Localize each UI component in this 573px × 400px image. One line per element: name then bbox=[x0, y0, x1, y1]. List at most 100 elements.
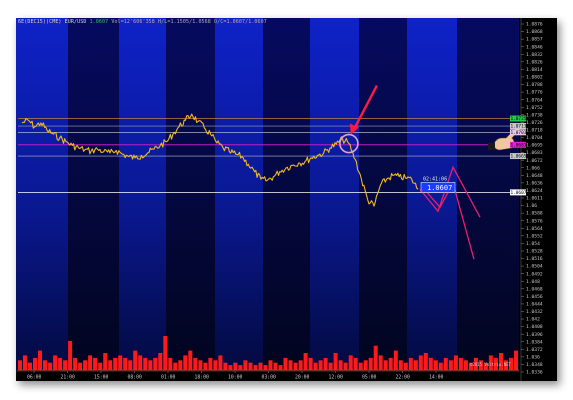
y-tick-label: 1.0764 bbox=[526, 97, 543, 103]
y-tick-label: 1.0516 bbox=[526, 256, 543, 262]
y-tick-label: 1.0846 bbox=[526, 44, 543, 50]
session-band bbox=[166, 18, 215, 370]
volume-bar bbox=[283, 357, 288, 370]
volume-bar bbox=[499, 353, 503, 370]
volume-bar bbox=[53, 355, 58, 370]
volume-bar bbox=[213, 360, 218, 370]
price-chart: 02:41:061.0607©2015 Voltrix.NET 1.08761.… bbox=[16, 18, 557, 381]
volume-bar bbox=[143, 357, 148, 370]
volume-bar bbox=[358, 362, 363, 370]
volume-bar bbox=[233, 362, 238, 370]
y-tick-label: 1.0826 bbox=[526, 59, 543, 65]
y-tick-label: 1.0704 bbox=[526, 135, 543, 141]
projection-zigzag-icon bbox=[425, 181, 475, 260]
y-tick-label: 1.0611 bbox=[526, 196, 543, 202]
volume-bar bbox=[468, 362, 473, 370]
volume-bar bbox=[443, 357, 448, 370]
y-tick-label: 1.0348 bbox=[526, 362, 543, 368]
y-tick-label: 1.0726 bbox=[526, 120, 543, 126]
volume-bar bbox=[363, 360, 368, 370]
volume-bar bbox=[23, 355, 27, 370]
x-tick-label: 03:00 bbox=[262, 375, 277, 381]
volume-bar bbox=[343, 362, 348, 370]
y-tick-label: 1.054 bbox=[526, 241, 540, 247]
x-tick-label: 20:00 bbox=[295, 375, 310, 381]
chart-window: 02:41:06 1.0607 ©2015 Voltrix.NET 1.0876 1.… bbox=[16, 18, 557, 381]
x-tick-label: 06:00 bbox=[27, 375, 42, 381]
y-tick-label: 1.0752 bbox=[526, 105, 543, 111]
volume-bar bbox=[78, 362, 83, 370]
volume-bar bbox=[118, 355, 123, 370]
chart-header: 6E(DEC15)(CME) EUR/USD 1.0607 Vol=12'606… bbox=[18, 19, 267, 25]
y-tick-label: 1.0564 bbox=[526, 226, 543, 232]
level-tag-label: 1.0703 bbox=[511, 130, 527, 136]
volume-bar bbox=[208, 357, 213, 370]
y-tick-label: 1.0492 bbox=[526, 271, 543, 277]
volume-bar bbox=[428, 357, 433, 370]
session-band bbox=[263, 18, 310, 370]
x-tick-label: 22:00 bbox=[396, 375, 411, 381]
volume-bar bbox=[218, 355, 223, 370]
volume-bar bbox=[228, 365, 233, 370]
volume-bar bbox=[113, 357, 118, 370]
volume-bar bbox=[509, 357, 513, 370]
volume-bar bbox=[28, 362, 32, 370]
level-tag-label: 1.0683 bbox=[511, 142, 527, 148]
volume-bar bbox=[504, 360, 508, 370]
volume-bar bbox=[333, 353, 338, 370]
volume-bar bbox=[298, 360, 303, 370]
x-tick-label: 10:00 bbox=[228, 375, 243, 381]
volume-bar bbox=[353, 357, 358, 370]
volume-bar bbox=[178, 360, 183, 370]
y-tick-label: 1.06 bbox=[526, 203, 537, 209]
y-tick-label: 1.0336 bbox=[526, 370, 543, 376]
volume-bar bbox=[268, 360, 273, 370]
volume-bar bbox=[263, 365, 268, 370]
x-tick-label: 12:00 bbox=[329, 375, 344, 381]
volume-bar bbox=[288, 360, 293, 370]
stats-label: Vol=12'606'358 H/L=1.1505/1.0568 O/C=1.0… bbox=[111, 19, 267, 25]
volume-bar bbox=[433, 360, 438, 370]
x-tick-label: 08:00 bbox=[128, 375, 143, 381]
volume-bar bbox=[68, 340, 73, 370]
y-tick-label: 1.066 bbox=[526, 165, 540, 171]
y-tick-label: 1.0876 bbox=[526, 22, 543, 28]
y-tick-label: 1.0814 bbox=[526, 67, 543, 73]
y-tick-label: 1.0552 bbox=[526, 233, 543, 239]
volume-bar bbox=[158, 353, 163, 370]
volume-bar bbox=[273, 362, 278, 370]
volume-bar bbox=[153, 357, 158, 370]
y-tick-label: 1.036 bbox=[526, 354, 540, 360]
volume-bar bbox=[58, 357, 63, 370]
price-box-value: 1.0607 bbox=[427, 184, 452, 192]
y-tick-label: 1.0432 bbox=[526, 309, 543, 315]
level-tag-label: 1.0725 bbox=[511, 116, 527, 122]
volume-bar bbox=[293, 362, 298, 370]
session-band bbox=[215, 18, 263, 370]
x-tick-label: 14:00 bbox=[429, 375, 444, 381]
y-tick-label: 1.0636 bbox=[526, 180, 543, 186]
volume-bar bbox=[133, 350, 138, 370]
volume-bar bbox=[128, 360, 133, 370]
volume-bar bbox=[123, 357, 128, 370]
session-band bbox=[68, 18, 119, 370]
volume-bar bbox=[73, 357, 78, 370]
level-tag-label: 1.0665 bbox=[511, 154, 527, 160]
level-tag bbox=[510, 141, 526, 148]
volume-bar bbox=[398, 360, 403, 370]
volume-bar bbox=[168, 357, 173, 370]
y-tick-label: 1.0672 bbox=[526, 158, 543, 164]
level-tag bbox=[510, 123, 526, 130]
y-tick-label: 1.0788 bbox=[526, 82, 543, 88]
volume-bar bbox=[438, 362, 443, 370]
volume-bar bbox=[148, 360, 153, 370]
red-arrow-icon bbox=[352, 84, 378, 131]
volume-bar bbox=[83, 360, 88, 370]
volume-bar bbox=[473, 357, 478, 370]
price-series-line bbox=[21, 113, 419, 207]
volume-bar bbox=[163, 336, 168, 370]
volume-bar bbox=[514, 350, 518, 370]
volume-bar bbox=[258, 362, 263, 370]
volume-bar bbox=[318, 360, 323, 370]
x-tick-label: 18:00 bbox=[195, 375, 210, 381]
